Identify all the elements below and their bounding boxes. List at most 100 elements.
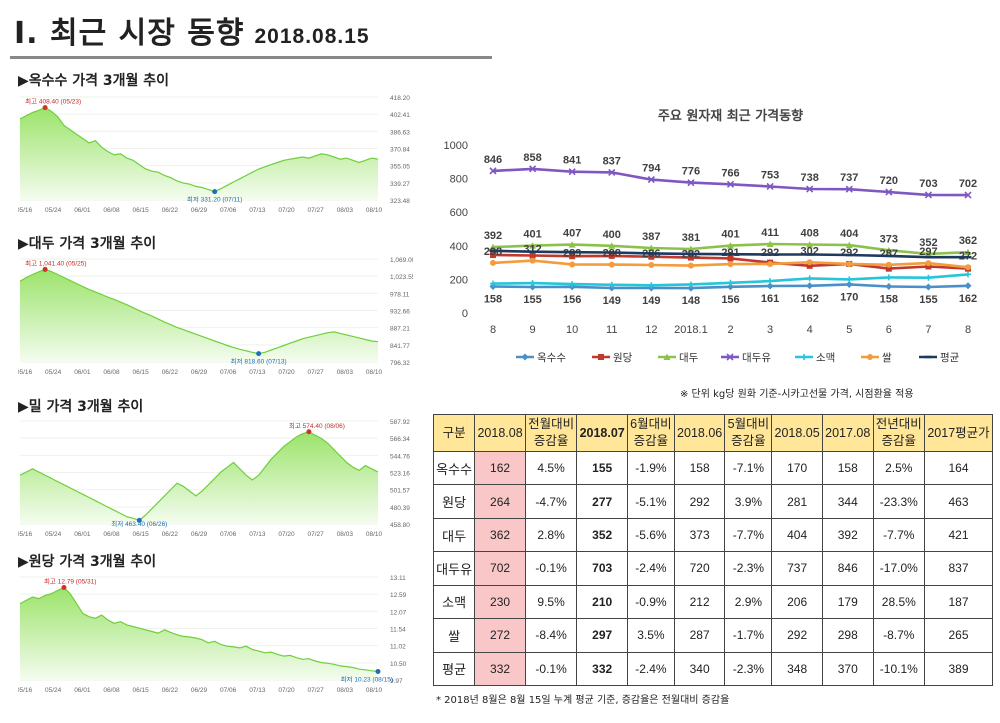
chart-title: 주요 원자재 최근 가격동향 [658, 108, 803, 124]
x-tick-label: 05/16 [18, 531, 33, 538]
x-tick-label: 06/29 [191, 369, 208, 376]
data-point [568, 250, 576, 254]
y-tick-label: 370.84 [390, 147, 410, 154]
table-cell: 9.5% [524, 584, 578, 620]
data-point [569, 281, 576, 288]
x-tick-label: 06/22 [162, 207, 179, 214]
y-tick-label: 1,069.00 [390, 257, 413, 264]
data-point [727, 255, 734, 262]
table-cell: 210 [576, 584, 628, 620]
data-label: 846 [484, 154, 502, 166]
column-header: 2017평균가 [924, 414, 993, 452]
table-cell: 421 [924, 517, 993, 553]
data-label: 766 [721, 167, 739, 179]
data-point [766, 240, 774, 247]
data-point [924, 191, 932, 199]
column-header: 6월대비 증감율 [626, 414, 675, 452]
table-cell: -0.1% [524, 551, 578, 586]
data-point [727, 279, 734, 286]
table-cell: 348 [771, 651, 823, 687]
table-cell: 287 [673, 618, 726, 653]
data-label: 155 [523, 294, 541, 306]
x-tick-label: 9 [530, 324, 536, 336]
data-point [647, 244, 655, 251]
high-label: 최고 574.40 (08/06) [289, 421, 345, 430]
x-tick-label: 06/29 [191, 531, 208, 538]
column-header: 2018.07 [576, 414, 628, 452]
table-cell: 212 [673, 584, 726, 620]
table-cell: 162 [474, 450, 526, 486]
data-point [845, 280, 853, 288]
high-marker [42, 105, 48, 111]
x-tick-label: 08/10 [366, 531, 383, 538]
data-label: 170 [840, 291, 858, 303]
table-row: 옥수수 162 4.5% 155 -1.9% 158 -7.1% 170 158 2.5% 164 [432, 450, 993, 486]
data-point [924, 250, 932, 257]
table-cell: 404 [771, 517, 823, 553]
table-cell: 179 [821, 584, 874, 620]
data-point [608, 284, 616, 292]
data-point [648, 253, 655, 260]
low-label: 최저 818.60 (07/13) [231, 357, 287, 366]
table-cell: 846 [821, 551, 874, 586]
x-tick-label: 07/20 [278, 369, 295, 376]
x-tick-label: 05/24 [45, 207, 62, 214]
legend-label: 대두유 [742, 352, 771, 364]
x-tick-label: 07/06 [220, 207, 237, 214]
x-tick-label: 06/15 [133, 207, 150, 214]
series-쌀: 298312289288286282291292302292287297272 [484, 244, 977, 271]
mini-chart-svg: 1,069.00 1,023.55 978.11 932.66 887.21 841.77… [18, 257, 413, 376]
x-tick-label: 05/16 [18, 687, 33, 694]
y-tick-label: 566.34 [390, 436, 410, 443]
unit-note: ※ 단위 kg당 원화 기준-시카고선물 가격, 시점환율 적용 [680, 389, 914, 400]
y-tick-label: 887.21 [390, 326, 410, 333]
x-tick-label: 8 [965, 324, 971, 336]
series-소맥 [490, 271, 971, 289]
page-title: Ⅰ. 최근 시장 동향 2018.08.15 [14, 16, 370, 51]
x-tick-label: 06/22 [162, 369, 179, 376]
price-area [20, 587, 378, 680]
data-point [489, 243, 497, 251]
soybean-price-chart: 1,069.00 1,023.55 978.11 932.66 887.21 841.77… [18, 254, 413, 379]
table-cell: 352 [576, 517, 628, 553]
x-tick-label: 06/08 [103, 207, 120, 214]
x-tick-label: 2018.1 [674, 324, 708, 336]
data-point [490, 280, 496, 287]
table-cell: 158 [673, 450, 726, 486]
data-point [885, 282, 893, 290]
x-tick-label: 06/08 [103, 531, 120, 538]
x-tick-label: 05/16 [18, 207, 33, 214]
data-label: 753 [761, 169, 779, 181]
data-label: 156 [563, 294, 581, 306]
data-point [806, 282, 814, 290]
y-tick-label: 386.63 [390, 129, 410, 136]
data-point [608, 242, 616, 249]
x-tick-label: 08/10 [366, 207, 383, 214]
data-point [846, 276, 853, 283]
x-tick-label: 07/13 [249, 369, 266, 376]
data-point [924, 355, 932, 359]
data-label: 381 [682, 232, 700, 244]
table-cell: 28.5% [872, 584, 926, 620]
data-point [766, 282, 774, 290]
row-label: 평균 [432, 651, 476, 687]
soybean-chart-title: ▶대두 가격 3개월 추이 [18, 236, 157, 252]
x-tick-label: 08/03 [337, 207, 354, 214]
price-line [19, 586, 379, 673]
data-label: 720 [880, 175, 898, 187]
x-tick-label: 07/13 [249, 687, 266, 694]
table-row: 원당 264 -4.7% 277 -5.1% 292 3.9% 281 344 -23.3% 463 [432, 484, 993, 519]
table-row: 소맥 230 9.5% 210 -0.9% 212 2.9% 206 179 28.5% 187 [432, 584, 993, 620]
legend-label: 평균 [940, 352, 960, 364]
data-point [885, 261, 892, 268]
table-cell: 187 [924, 584, 993, 620]
table-cell: 272 [474, 618, 526, 653]
high-marker [306, 429, 312, 435]
price-summary-table: 구분 2018.08 전월대비 증감율 2018.07 6월대비 증감율 2018.06 5월대… [432, 414, 993, 687]
x-tick-label: 07/13 [249, 531, 266, 538]
data-point [846, 260, 853, 267]
table-cell: 3.9% [724, 484, 773, 519]
y-tick-label: 1,023.55 [390, 274, 413, 281]
row-label: 대두 [432, 517, 476, 553]
price-area [20, 269, 378, 362]
